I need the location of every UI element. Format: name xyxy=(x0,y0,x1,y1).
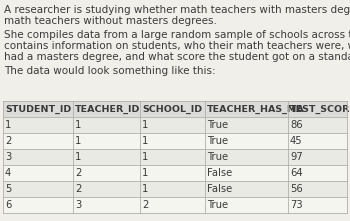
Text: 1: 1 xyxy=(142,184,148,194)
Text: 56: 56 xyxy=(290,184,303,194)
Text: False: False xyxy=(207,184,232,194)
Text: She compiles data from a large random sample of schools across the United States: She compiles data from a large random sa… xyxy=(4,30,350,40)
Text: SCHOOL_ID: SCHOOL_ID xyxy=(142,105,202,114)
Text: True: True xyxy=(207,152,228,162)
Text: 2: 2 xyxy=(5,136,11,146)
Text: 45: 45 xyxy=(290,136,303,146)
Bar xyxy=(3,197,347,213)
Text: 4: 4 xyxy=(5,168,11,178)
Text: 64: 64 xyxy=(290,168,303,178)
Text: 1: 1 xyxy=(142,120,148,130)
Bar xyxy=(3,133,347,149)
Text: False: False xyxy=(207,168,232,178)
Text: STUDENT_ID: STUDENT_ID xyxy=(5,105,71,114)
Text: 3: 3 xyxy=(75,200,81,210)
Text: 86: 86 xyxy=(290,120,303,130)
Text: 1: 1 xyxy=(75,152,81,162)
Text: 2: 2 xyxy=(75,184,81,194)
Text: TEST_SCORE: TEST_SCORE xyxy=(290,105,350,114)
Text: TEACHER_HAS_MA: TEACHER_HAS_MA xyxy=(207,105,305,114)
Bar xyxy=(3,165,347,181)
Bar xyxy=(3,181,347,197)
Text: 2: 2 xyxy=(75,168,81,178)
Text: 1: 1 xyxy=(75,120,81,130)
Text: had a masters degree, and what score the student got on a standardized math test: had a masters degree, and what score the… xyxy=(4,52,350,62)
Bar xyxy=(3,149,347,165)
Text: 1: 1 xyxy=(5,120,11,130)
Text: 1: 1 xyxy=(142,168,148,178)
Text: True: True xyxy=(207,136,228,146)
Text: 97: 97 xyxy=(290,152,303,162)
Text: math teachers without masters degrees.: math teachers without masters degrees. xyxy=(4,16,217,26)
Text: True: True xyxy=(207,200,228,210)
Text: 3: 3 xyxy=(5,152,11,162)
Text: A researcher is studying whether math teachers with masters degrees perform bett: A researcher is studying whether math te… xyxy=(4,5,350,15)
Bar xyxy=(3,117,347,133)
Text: The data would look something like this:: The data would look something like this: xyxy=(4,66,216,76)
Text: contains information on students, who their math teachers were, whether their ma: contains information on students, who th… xyxy=(4,41,350,51)
Text: 5: 5 xyxy=(5,184,11,194)
Text: 1: 1 xyxy=(142,136,148,146)
Text: 73: 73 xyxy=(290,200,303,210)
Text: 1: 1 xyxy=(75,136,81,146)
Text: 1: 1 xyxy=(142,152,148,162)
Text: 2: 2 xyxy=(142,200,148,210)
Bar xyxy=(3,101,347,117)
Text: TEACHER_ID: TEACHER_ID xyxy=(75,105,140,114)
Text: True: True xyxy=(207,120,228,130)
Text: 6: 6 xyxy=(5,200,11,210)
